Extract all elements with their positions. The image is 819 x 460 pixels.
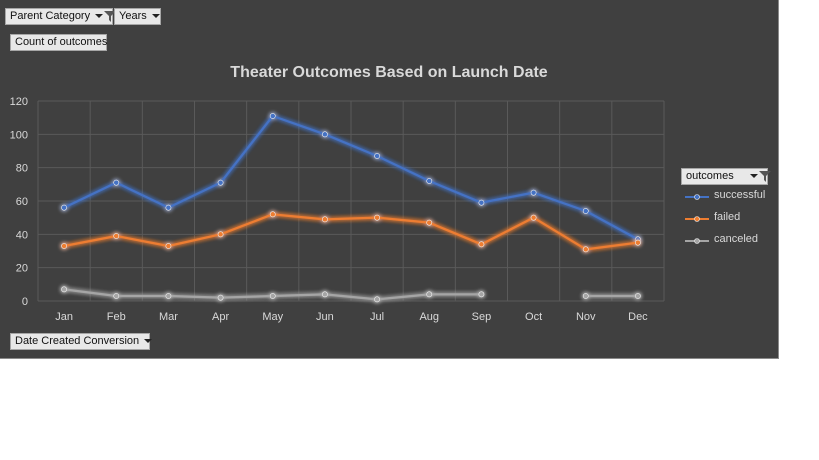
filter-icon [104,10,117,22]
filter-icon [758,170,771,182]
parent-category-filter-button[interactable]: Parent Category [5,8,117,25]
outcomes-legend-filter-button[interactable]: outcomes [681,168,771,185]
x-tick-label: Jul [370,311,384,323]
legend-swatch [685,238,709,244]
x-tick-label: Oct [525,311,542,323]
data-point-canceled [165,293,172,299]
data-point-canceled [322,291,328,298]
data-point-canceled [269,293,276,299]
data-point-successful [530,189,537,196]
data-point-successful [426,178,433,184]
data-point-failed [374,214,380,221]
x-tick-label: May [262,311,283,323]
years-label: Years [119,10,147,22]
values-field-label: Count of outcomes [15,36,108,48]
axis-field-label: Date Created Conversion [15,335,140,347]
dropdown-arrow-icon [151,14,160,19]
dropdown-arrow-icon [95,14,104,19]
data-point-failed [478,241,485,248]
dropdown-arrow-icon [144,339,153,344]
data-point-successful [582,208,589,214]
data-point-canceled [113,293,120,299]
y-tick-label: 40 [16,229,28,241]
data-point-failed [582,246,589,253]
x-tick-label: Feb [107,311,126,323]
series-canceled [61,286,641,303]
legend-label: successful [714,189,766,201]
data-point-failed [635,239,641,246]
legend-swatch [685,194,709,200]
x-tick-label: Dec [628,311,648,323]
data-point-successful [165,204,172,211]
y-tick-label: 20 [16,263,28,275]
series-failed [61,211,641,253]
data-point-successful [374,153,380,159]
values-field-button[interactable]: Count of outcomes [10,34,107,51]
dropdown-arrow-icon [749,174,758,179]
x-tick-label: Apr [212,311,229,323]
data-point-canceled [217,294,224,301]
y-axis-tick-labels: 0 20 40 60 80 100 120 [10,96,28,308]
legend-label: canceled [714,233,759,245]
data-point-canceled [426,291,433,298]
y-tick-label: 0 [22,296,28,308]
data-point-failed [530,214,537,221]
series-line-successful [63,114,639,241]
data-point-canceled [61,286,67,293]
data-point-successful [217,179,224,186]
axis-field-button[interactable]: Date Created Conversion [10,333,153,350]
plot-area: 0 20 40 60 80 100 120 Jan Feb Mar Apr May Jun Jul Aug… [10,96,665,323]
x-tick-label: Aug [419,311,439,323]
x-tick-label: Jan [55,311,73,323]
data-point-canceled [635,293,641,299]
years-filter-button[interactable]: Years [114,8,161,25]
x-tick-label: Mar [159,311,178,323]
data-point-successful [322,131,328,138]
chart-title: Theater Outcomes Based on Launch Date [230,64,548,81]
data-point-failed [426,219,433,226]
y-tick-label: 100 [10,129,28,141]
data-point-canceled [478,291,485,298]
gridlines [37,100,665,302]
pivot-chart-area: Parent Category Years Count of outcomes … [0,0,779,359]
data-point-canceled [582,293,589,299]
series-line-failed [63,213,639,251]
data-point-failed [217,231,224,238]
data-point-failed [165,243,172,249]
data-point-successful [478,199,485,206]
y-tick-label: 80 [16,163,28,175]
series-lines [61,113,641,303]
data-point-failed [269,211,276,218]
data-point-failed [61,243,67,249]
data-point-successful [269,113,276,119]
data-point-successful [113,179,120,186]
legend-label: failed [714,211,741,223]
x-tick-label: Sep [472,311,492,323]
x-axis-tick-labels: Jan Feb Mar Apr May Jun Jul Aug Sep Oct Nov Dec [55,311,648,323]
x-tick-label: Nov [576,311,596,323]
data-point-failed [113,233,120,239]
data-point-successful [61,204,67,211]
x-tick-label: Jun [316,311,334,323]
y-tick-label: 60 [16,196,28,208]
legend-swatch [685,216,709,222]
y-tick-label: 120 [10,96,28,108]
outcomes-field-label: outcomes [686,170,734,182]
parent-category-label: Parent Category [10,10,91,22]
data-point-canceled [374,296,380,303]
data-point-failed [322,216,328,223]
